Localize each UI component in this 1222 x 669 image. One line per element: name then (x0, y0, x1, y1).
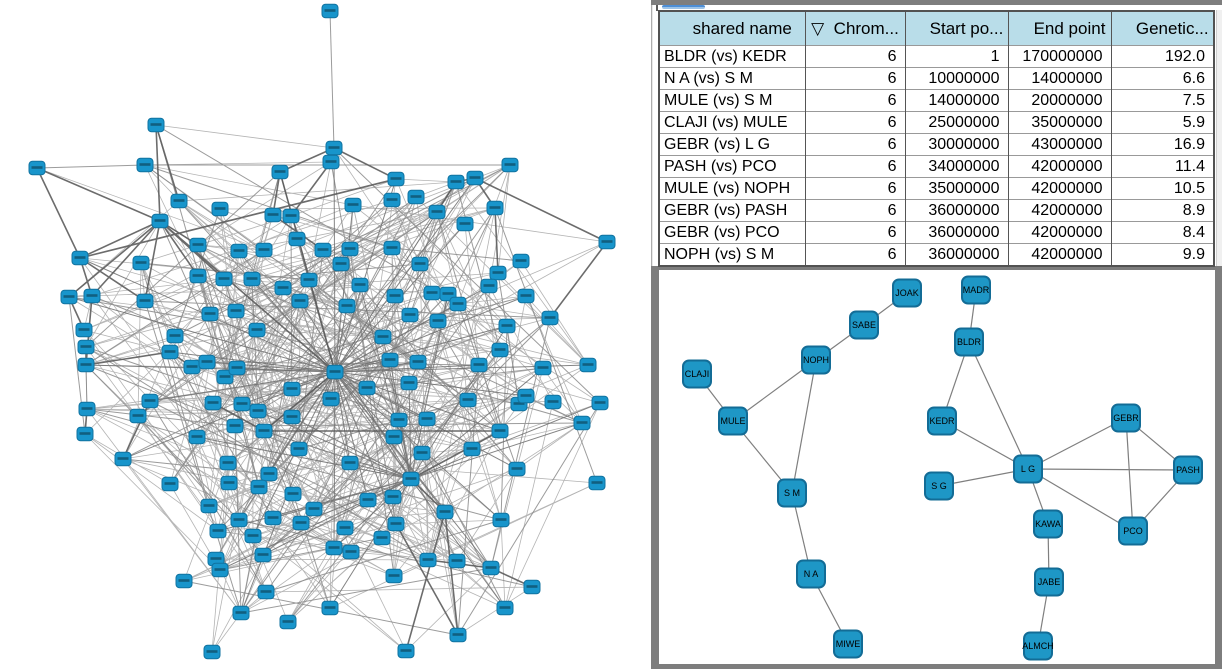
svg-text:PASH: PASH (1176, 465, 1200, 475)
svg-text:JOAK: JOAK (895, 288, 919, 298)
svg-text:ALMCH: ALMCH (1022, 641, 1054, 651)
svg-text:MADR: MADR (963, 285, 990, 295)
svg-text:S M: S M (784, 488, 800, 498)
svg-text:L G: L G (1021, 464, 1035, 474)
svg-text:KAWA: KAWA (1035, 519, 1061, 529)
svg-text:MULE: MULE (720, 416, 745, 426)
svg-text:N A: N A (804, 569, 819, 579)
svg-text:GEBR: GEBR (1113, 413, 1139, 423)
svg-text:BLDR: BLDR (957, 337, 982, 347)
svg-text:CLAJI: CLAJI (685, 369, 710, 379)
svg-text:KEDR: KEDR (929, 416, 955, 426)
svg-text:SABE: SABE (852, 320, 876, 330)
svg-text:NOPH: NOPH (803, 355, 829, 365)
svg-text:MIWE: MIWE (836, 639, 861, 649)
svg-text:JABE: JABE (1038, 577, 1061, 587)
svg-text:PCO: PCO (1123, 526, 1143, 536)
svg-text:S G: S G (931, 481, 947, 491)
